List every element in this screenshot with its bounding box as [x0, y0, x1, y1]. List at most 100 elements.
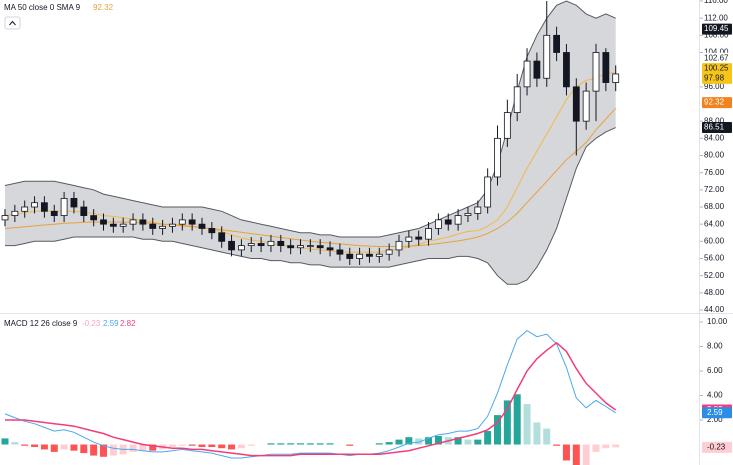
histogram-bar — [602, 444, 610, 449]
histogram-bar — [375, 443, 383, 445]
candle-body — [237, 245, 245, 251]
price-marker-label: 100.25 — [704, 64, 729, 73]
candle-body — [582, 90, 590, 122]
price-marker-label: 102.67 — [704, 53, 729, 62]
candle-body — [484, 176, 492, 208]
candle-body — [119, 223, 127, 227]
histogram-bar — [454, 437, 462, 445]
histogram-bar — [543, 428, 551, 445]
histogram-bar — [523, 404, 531, 445]
histogram-bar — [168, 444, 176, 447]
y-tick-label: 96.00 — [704, 82, 725, 91]
histogram-bar — [513, 394, 521, 445]
candle-body — [385, 249, 393, 255]
candle-body — [602, 52, 610, 83]
candle-body — [356, 253, 364, 259]
candle-body — [1, 215, 9, 221]
candle-body — [228, 240, 235, 251]
candle-body — [218, 232, 226, 242]
candle-body — [277, 240, 285, 247]
candle-body — [395, 240, 403, 251]
candle-body — [257, 243, 265, 247]
y-tick-label: 48.00 — [704, 288, 725, 297]
indicator-value: 92.32 — [93, 3, 114, 12]
candle-body — [346, 253, 354, 259]
y-tick-label: 8.00 — [707, 342, 723, 351]
candle-body — [297, 245, 304, 249]
histogram-bar — [484, 431, 492, 445]
price-marker-label: 109.45 — [704, 24, 729, 33]
candle-body — [198, 223, 206, 229]
line-signal — [5, 341, 617, 457]
candle-body — [553, 34, 560, 53]
candle-body — [208, 228, 216, 234]
candle-body — [169, 223, 176, 227]
histogram-bar — [1, 438, 9, 445]
y-tick-label: 80.00 — [704, 151, 725, 160]
value-marker-label: -0.23 — [707, 442, 726, 451]
histogram-bar — [287, 443, 295, 445]
signal-value: 2.82 — [120, 319, 136, 328]
candle-body — [513, 86, 521, 113]
candle-body — [149, 223, 157, 229]
y-tick-label: 108.00 — [704, 30, 729, 39]
histogram-bar — [346, 444, 354, 446]
y-tick-label: 10.00 — [707, 317, 728, 326]
histogram-bar — [139, 444, 147, 451]
candle-body — [70, 198, 78, 208]
y-tick-label: 104.00 — [704, 48, 729, 57]
candle-body — [139, 219, 147, 225]
candle-body — [306, 245, 314, 248]
macd-value: 2.59 — [103, 319, 119, 328]
candle-body — [464, 213, 472, 216]
candle-body — [247, 243, 255, 247]
candle-body — [178, 219, 186, 225]
histogram-bar — [237, 444, 245, 449]
candle-body — [287, 245, 295, 249]
candle-body — [425, 228, 432, 240]
histogram-bar — [503, 400, 511, 445]
candle-body — [366, 253, 373, 257]
collapse-button[interactable] — [4, 16, 21, 30]
histogram-bar — [40, 444, 48, 450]
y-tick-label: 6.00 — [707, 366, 723, 375]
histogram-bar — [31, 444, 39, 447]
histogram-bar — [533, 422, 541, 445]
candle-body — [316, 245, 324, 249]
candle-body — [454, 215, 462, 225]
histogram-bar — [267, 443, 275, 445]
line-lower — [5, 127, 616, 285]
candle-body — [41, 202, 48, 212]
candle-body — [90, 215, 98, 221]
price-marker — [702, 97, 732, 109]
value-marker-label: 2.59 — [707, 408, 723, 417]
y-tick-label: 72.00 — [704, 185, 725, 194]
line-macd — [4, 329, 616, 459]
candle-body — [543, 34, 551, 79]
histogram-bar — [11, 442, 19, 445]
candle-body — [159, 225, 167, 229]
candle-body — [129, 219, 137, 225]
candle-body — [523, 60, 531, 88]
histogram-bar — [385, 442, 393, 445]
histogram-bar — [188, 444, 196, 446]
y-tick-label: 4.00 — [707, 391, 723, 400]
y-tick-label: 76.00 — [704, 168, 725, 177]
y-tick-label: 116.00 — [704, 0, 728, 5]
histogram-bar — [425, 437, 433, 445]
y-tick-label: 56.00 — [704, 254, 725, 263]
candle-body — [50, 210, 58, 216]
candle-body — [563, 52, 570, 88]
price-marker-label: 92.32 — [704, 98, 725, 107]
collapse-icon — [9, 20, 16, 26]
candle-body — [415, 236, 423, 240]
price-marker — [702, 52, 732, 64]
y-tick-label: 68.00 — [704, 202, 725, 211]
histogram-bar — [21, 444, 29, 446]
candle-body — [444, 219, 452, 225]
macd-label: MACD 12 26 close 9 — [4, 319, 78, 328]
candle-body — [494, 137, 501, 178]
candle-body — [434, 219, 442, 229]
